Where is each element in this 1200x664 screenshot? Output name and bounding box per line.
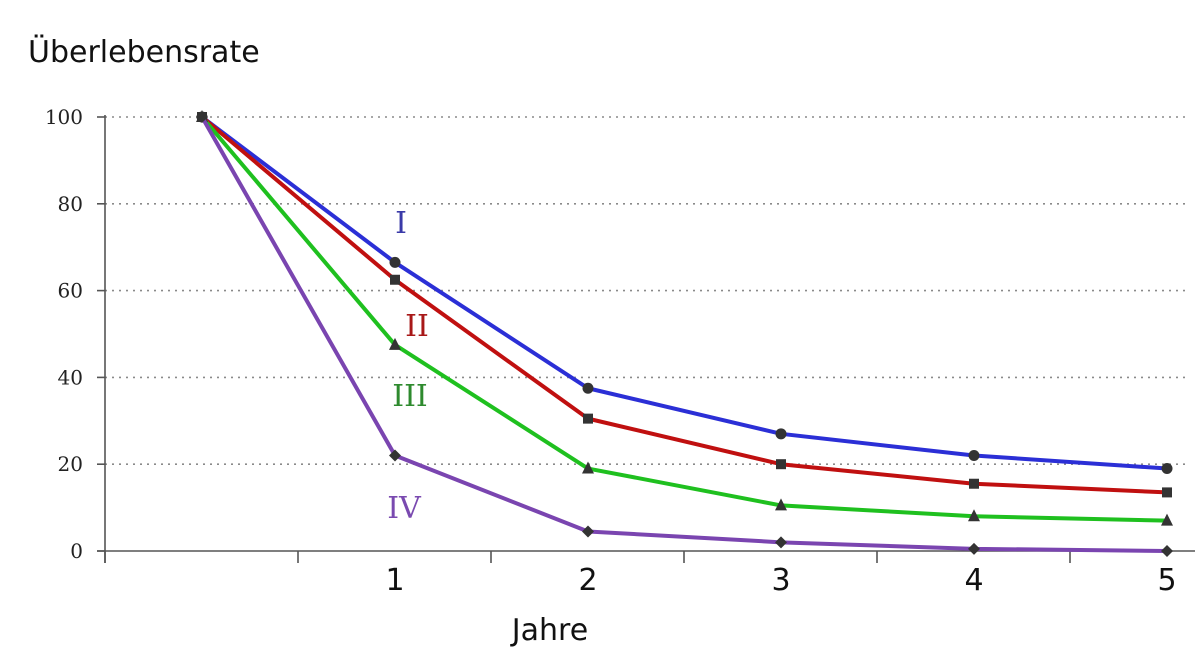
series-II bbox=[197, 112, 1172, 498]
y-tick-labels: 0 20 40 60 80 100 bbox=[45, 105, 83, 563]
point-II-3 bbox=[776, 459, 786, 470]
point-II-5 bbox=[1162, 487, 1172, 498]
y-tick-label: 80 bbox=[58, 192, 83, 216]
gridlines bbox=[105, 116, 1185, 466]
point-III-4 bbox=[968, 509, 980, 522]
y-tick-label: 100 bbox=[45, 105, 83, 129]
y-axis-label: Überlebensrate bbox=[28, 34, 260, 70]
series-IV bbox=[196, 111, 1173, 557]
point-I-2 bbox=[582, 382, 594, 394]
x-tick-label: 1 bbox=[385, 563, 404, 598]
point-III-3 bbox=[775, 498, 787, 511]
point-I-3 bbox=[775, 428, 787, 440]
point-IV-1 bbox=[389, 449, 401, 462]
point-IV-5 bbox=[1161, 545, 1173, 557]
point-II-4 bbox=[969, 478, 979, 489]
x-tick-label: 4 bbox=[964, 563, 983, 598]
series-lines bbox=[196, 110, 1173, 557]
point-III-1 bbox=[389, 337, 401, 350]
series-III bbox=[196, 110, 1173, 526]
point-IV-0 bbox=[196, 111, 208, 123]
y-tick-label: 60 bbox=[58, 279, 83, 303]
point-I-1 bbox=[389, 256, 401, 268]
point-II-1 bbox=[390, 274, 400, 285]
y-tick-label: 20 bbox=[58, 452, 83, 476]
series-label-III: III bbox=[392, 379, 428, 414]
series-line-IV bbox=[200, 116, 1168, 553]
x-tick-label: 5 bbox=[1157, 563, 1176, 598]
point-II-2 bbox=[583, 413, 593, 424]
x-tick-label: 2 bbox=[578, 563, 597, 598]
series-label-I: I bbox=[395, 206, 407, 241]
point-IV-4 bbox=[968, 542, 980, 555]
point-I-4 bbox=[968, 450, 980, 462]
point-IV-2 bbox=[582, 525, 594, 538]
point-I-5 bbox=[1161, 463, 1173, 475]
point-III-2 bbox=[582, 461, 594, 474]
x-tick-label: 3 bbox=[771, 563, 790, 598]
y-tick-label: 40 bbox=[58, 365, 83, 389]
series-line-II bbox=[200, 115, 1168, 495]
point-IV-3 bbox=[775, 536, 787, 549]
series-label-IV: IV bbox=[387, 491, 422, 526]
series-line-III bbox=[200, 115, 1168, 523]
x-tick-labels: 1 2 3 4 5 bbox=[385, 563, 1176, 598]
series-I bbox=[196, 111, 1173, 475]
y-tick-label: 0 bbox=[70, 539, 83, 563]
series-line-I bbox=[200, 115, 1168, 471]
series-label-II: II bbox=[405, 309, 429, 344]
point-III-5 bbox=[1161, 513, 1173, 526]
x-axis-label: Jahre bbox=[510, 613, 588, 648]
axes bbox=[97, 115, 1195, 563]
